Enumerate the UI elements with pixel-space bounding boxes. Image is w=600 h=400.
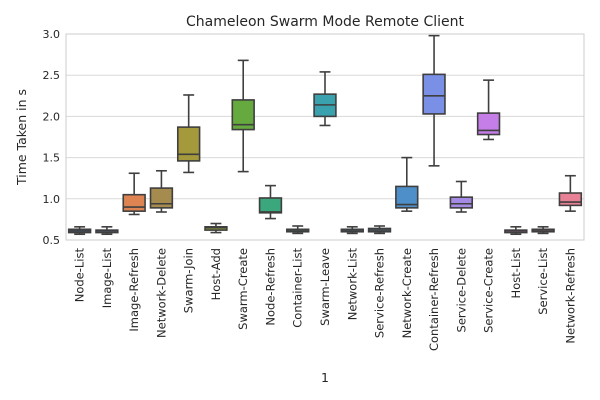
x-tick-label: Swarm-Join [182, 248, 196, 313]
x-tick-label: Host-Add [209, 248, 223, 300]
x-tick-label: Host-List [509, 248, 523, 299]
box-iqr [476, 112, 501, 136]
y-tick-label: 1.0 [43, 193, 61, 206]
box-host-list [504, 226, 528, 236]
box-iqr [558, 192, 583, 207]
y-tick-label: 2.0 [43, 110, 61, 123]
box-image-list [95, 226, 119, 236]
x-tick-label: Swarm-Create [236, 248, 250, 330]
y-tick-label: 2.5 [43, 69, 61, 82]
box-iqr [449, 196, 474, 209]
x-tick-label: Network-Create [400, 248, 414, 338]
box-iqr [258, 197, 283, 214]
x-tick-label: Service-Delete [454, 248, 468, 332]
x-tick-label: Network-Delete [154, 248, 168, 338]
box-service-create [476, 79, 501, 141]
x-axis-label: 1 [321, 370, 329, 385]
box-network-create [395, 156, 419, 212]
box-network-refresh [558, 174, 583, 212]
x-tick-label: Network-List [345, 248, 359, 321]
x-tick-label: Swarm-Leave [318, 248, 332, 326]
x-tick-label: Service-List [536, 248, 550, 315]
box-iqr [204, 226, 228, 231]
box-swarm-join [176, 94, 201, 174]
box-network-delete [149, 169, 174, 213]
x-tick-labels: Node-List Image-List Image-Refresh Network-… [73, 248, 578, 352]
box-container-refresh [422, 34, 446, 167]
box-iqr [395, 185, 419, 209]
box-host-add [204, 222, 228, 234]
chart-title: Chameleon Swarm Mode Remote Client [186, 14, 464, 30]
plot-area-frame [65, 33, 585, 241]
x-tick-label: Container-Refresh [427, 248, 441, 351]
box-iqr [122, 193, 146, 212]
x-tick-label: Container-List [291, 248, 305, 328]
x-tick-label: Image-List [100, 248, 114, 309]
box-node-list [67, 226, 92, 236]
x-tick-label: Network-Refresh [563, 248, 577, 344]
box-swarm-leave [313, 71, 337, 127]
box-service-list [531, 226, 555, 235]
box-container-list [286, 225, 310, 235]
box-network-list [340, 226, 364, 235]
box-service-delete [449, 180, 474, 213]
x-tick-label: Node-Refresh [263, 248, 277, 326]
x-tick-label: Service-Create [482, 248, 496, 333]
box-image-refresh [122, 172, 146, 216]
box-swarm-create [231, 59, 255, 173]
y-axis-label: Time Taken in s [14, 89, 29, 186]
y-tick-labels: 0.5 1.0 1.5 2.0 2.5 3.0 [43, 28, 61, 247]
boxes [67, 34, 583, 236]
x-tick-label: Image-Refresh [127, 248, 141, 332]
y-tick-label: 0.5 [43, 234, 61, 247]
box-node-refresh [258, 184, 283, 220]
x-tick-label: Node-List [73, 248, 87, 303]
box-iqr [149, 187, 174, 209]
x-tick-label: Service-Refresh [373, 248, 387, 338]
y-tick-label: 1.5 [43, 152, 61, 165]
box-iqr [176, 126, 201, 162]
y-tick-label: 3.0 [43, 28, 61, 41]
box-service-refresh [367, 225, 392, 235]
box-iqr [231, 99, 255, 131]
box-iqr [422, 73, 446, 115]
